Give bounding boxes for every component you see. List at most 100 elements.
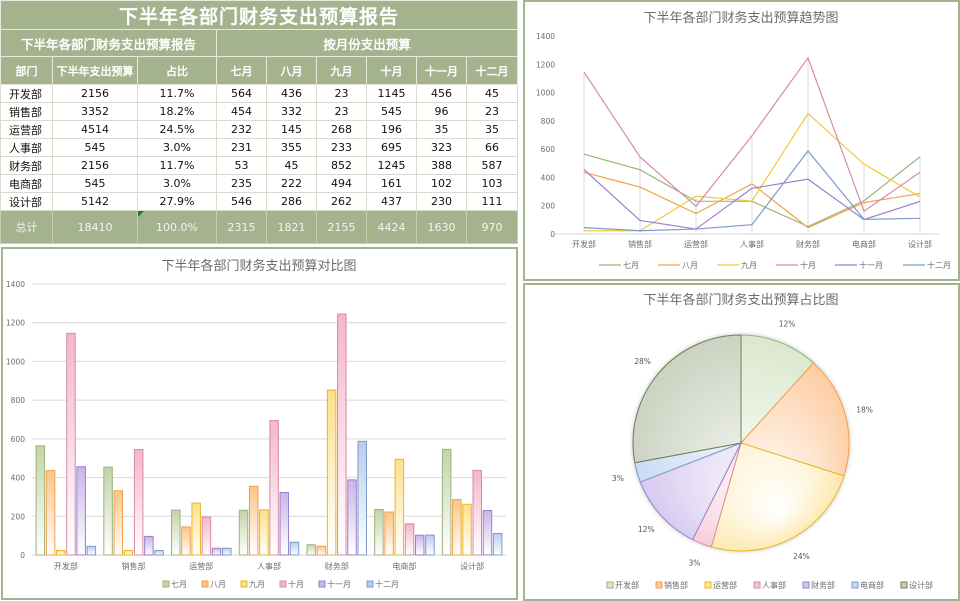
month-cell[interactable]: 545 (366, 102, 417, 121)
share-cell[interactable]: 11.7% (137, 156, 217, 175)
x-category-label: 销售部 (628, 239, 652, 249)
month-cell[interactable]: 456 (416, 84, 467, 103)
month-cell[interactable]: 262 (316, 192, 367, 211)
month-cell[interactable]: 323 (416, 138, 467, 157)
share-cell[interactable]: 18.2% (137, 102, 217, 121)
month-total[interactable]: 2315 (216, 210, 267, 244)
month-cell[interactable]: 564 (216, 84, 267, 103)
month-cell[interactable]: 222 (266, 174, 317, 193)
month-total[interactable]: 2155 (316, 210, 367, 244)
subheader-monthly[interactable]: 按月份支出预算 (215, 29, 519, 57)
column-header[interactable]: 十一月 (416, 56, 467, 85)
total-label[interactable]: 总计 (0, 210, 53, 244)
subheader-report[interactable]: 下半年各部门财务支出预算报告 (0, 29, 217, 57)
month-cell[interactable]: 196 (366, 120, 417, 139)
line-chart-panel[interactable]: 下半年各部门财务支出预算趋势图 0 200 400 600 800 1000 1200 1400… (523, 0, 960, 281)
month-cell[interactable]: 23 (465, 102, 519, 121)
total-cell[interactable]: 5142 (52, 192, 138, 211)
dept-cell[interactable]: 财务部 (0, 156, 53, 175)
month-cell[interactable]: 23 (316, 102, 367, 121)
pie-percent-label: 12% (638, 525, 655, 534)
x-category-label: 开发部 (54, 561, 78, 571)
month-cell[interactable]: 66 (465, 138, 519, 157)
month-cell[interactable]: 454 (216, 102, 267, 121)
column-header[interactable]: 七月 (216, 56, 267, 85)
dept-cell[interactable]: 设计部 (0, 192, 53, 211)
share-cell[interactable]: 11.7% (137, 84, 217, 103)
month-total[interactable]: 4424 (366, 210, 417, 244)
dept-cell[interactable]: 人事部 (0, 138, 53, 157)
y-tick-label: 800 (11, 396, 26, 405)
column-header[interactable]: 部门 (0, 56, 53, 85)
total-cell[interactable]: 545 (52, 174, 138, 193)
dept-cell[interactable]: 销售部 (0, 102, 53, 121)
month-cell[interactable]: 233 (316, 138, 367, 157)
line-series (583, 171, 921, 229)
x-category-label: 人事部 (740, 239, 764, 249)
grand-total[interactable]: 18410 (52, 210, 138, 244)
month-cell[interactable]: 235 (216, 174, 267, 193)
share-cell[interactable]: 27.9% (137, 192, 217, 211)
month-cell[interactable]: 268 (316, 120, 367, 139)
month-cell[interactable]: 45 (465, 84, 519, 103)
pie-percent-label: 12% (779, 320, 796, 329)
column-header[interactable]: 十月 (366, 56, 417, 85)
bar-chart-panel[interactable]: 下半年各部门财务支出预算对比图 0 200 400 600 800 1000 1200 1400… (1, 247, 518, 600)
month-cell[interactable]: 230 (416, 192, 467, 211)
month-cell[interactable]: 23 (316, 84, 367, 103)
month-cell[interactable]: 231 (216, 138, 267, 157)
dept-cell[interactable]: 电商部 (0, 174, 53, 193)
column-header[interactable]: 下半年支出预算 (52, 56, 138, 85)
y-tick-label: 1000 (6, 357, 25, 366)
month-cell[interactable]: 852 (316, 156, 367, 175)
share-cell[interactable]: 3.0% (137, 138, 217, 157)
month-cell[interactable]: 587 (465, 156, 519, 175)
pie-slice (740, 362, 850, 477)
report-title[interactable]: 下半年各部门财务支出预算报告 (0, 0, 519, 30)
month-cell[interactable]: 103 (465, 174, 519, 193)
month-cell[interactable]: 355 (266, 138, 317, 157)
month-cell[interactable]: 332 (266, 102, 317, 121)
total-cell[interactable]: 3352 (52, 102, 138, 121)
month-cell[interactable]: 388 (416, 156, 467, 175)
total-cell[interactable]: 2156 (52, 84, 138, 103)
month-cell[interactable]: 1145 (366, 84, 417, 103)
month-cell[interactable]: 436 (266, 84, 317, 103)
month-cell[interactable]: 1245 (366, 156, 417, 175)
month-cell[interactable]: 45 (266, 156, 317, 175)
month-cell[interactable]: 111 (465, 192, 519, 211)
month-cell[interactable]: 35 (416, 120, 467, 139)
bar-chart-title: 下半年各部门财务支出预算对比图 (161, 258, 356, 274)
share-cell[interactable]: 3.0% (137, 174, 217, 193)
column-header[interactable]: 八月 (266, 56, 317, 85)
month-cell[interactable]: 437 (366, 192, 417, 211)
column-header[interactable]: 十二月 (465, 56, 519, 85)
month-cell[interactable]: 53 (216, 156, 267, 175)
dept-cell[interactable]: 开发部 (0, 84, 53, 103)
total-cell[interactable]: 545 (52, 138, 138, 157)
month-cell[interactable]: 145 (266, 120, 317, 139)
y-tick-label: 1400 (6, 280, 25, 289)
total-cell[interactable]: 2156 (52, 156, 138, 175)
month-cell[interactable]: 494 (316, 174, 367, 193)
month-total[interactable]: 1821 (266, 210, 317, 244)
month-cell[interactable]: 695 (366, 138, 417, 157)
month-cell[interactable]: 232 (216, 120, 267, 139)
month-total[interactable]: 970 (465, 210, 519, 244)
column-header[interactable]: 九月 (316, 56, 367, 85)
dept-cell[interactable]: 运营部 (0, 120, 53, 139)
month-cell[interactable]: 96 (416, 102, 467, 121)
x-category-label: 电商部 (392, 561, 416, 571)
month-cell[interactable]: 546 (216, 192, 267, 211)
total-share[interactable]: 100.0% (137, 210, 217, 244)
month-cell[interactable]: 35 (465, 120, 519, 139)
pie-percent-label: 18% (856, 406, 873, 415)
total-cell[interactable]: 4514 (52, 120, 138, 139)
pie-chart-panel[interactable]: 下半年各部门财务支出预算占比图 12% 18% 24% 3% 12% 3% 28% 开发部 销售部… (523, 283, 960, 601)
share-cell[interactable]: 24.5% (137, 120, 217, 139)
column-header[interactable]: 占比 (137, 56, 217, 85)
month-total[interactable]: 1630 (416, 210, 467, 244)
month-cell[interactable]: 102 (416, 174, 467, 193)
month-cell[interactable]: 286 (266, 192, 317, 211)
month-cell[interactable]: 161 (366, 174, 417, 193)
